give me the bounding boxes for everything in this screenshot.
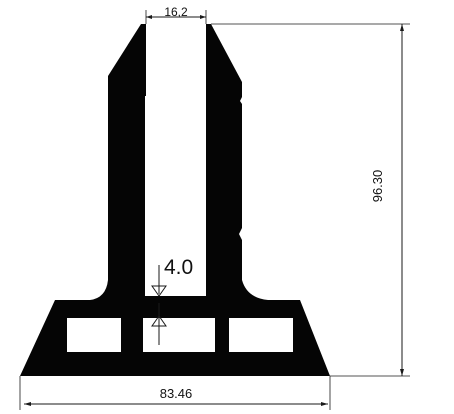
wall-label: 4.0 [164,256,193,279]
arrow-down-icon [151,285,167,297]
profile-body [20,24,330,376]
base-chamber-right [229,318,293,352]
base-width-label: 83.46 [160,386,193,401]
aluminium-profile [20,24,330,376]
arrow-left-icon [24,402,31,406]
dimension-top-gap: 16,2 [145,5,207,24]
base-chamber-center [143,318,215,352]
arrow-right-icon [200,15,206,19]
arrow-up-icon [151,315,167,327]
dimension-height: 96.30 [211,23,410,377]
dimension-wall: 4.0 [151,256,193,345]
arrow-left-icon [146,15,152,19]
arrow-down-icon [400,369,404,376]
arrow-up-icon [400,24,404,31]
height-label: 96.30 [370,170,385,203]
base-chamber-left [67,318,121,352]
dimension-base-width: 83.46 [19,376,331,410]
arrow-right-icon [321,402,328,406]
top-gap-label: 16,2 [164,5,188,19]
